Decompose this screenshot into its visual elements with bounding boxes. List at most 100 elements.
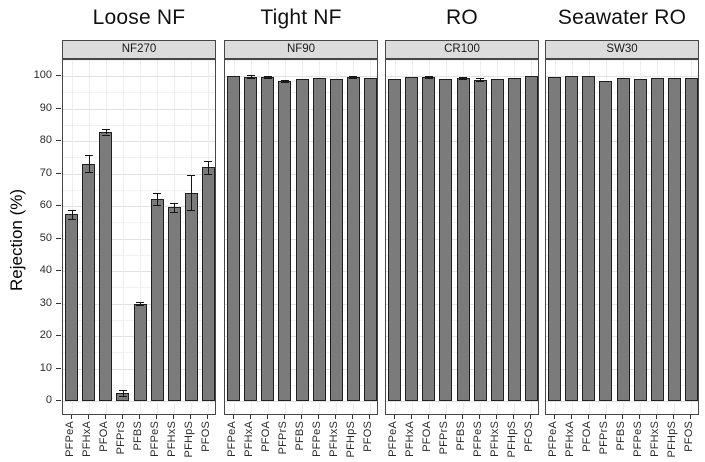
error-bar-cap [67, 219, 76, 220]
x-axis-label-PFPeS: PFPeS [632, 421, 645, 457]
bar-PFOS [363, 77, 377, 401]
y-tick-label: 70 [39, 166, 52, 179]
error-bar-cap [476, 80, 485, 82]
x-axis-label-PFOA: PFOA [259, 421, 272, 452]
x-axis-label-PFHpS: PFHpS [183, 421, 196, 458]
bar-PFHxS [167, 207, 181, 401]
bar-PFOS [684, 77, 698, 401]
y-tick-mark [56, 205, 61, 206]
gridline-major [225, 76, 377, 77]
x-axis-label-PFBS: PFBS [615, 421, 627, 451]
x-tick-mark [513, 415, 515, 419]
x-axis-label-PFBS: PFBS [294, 421, 306, 451]
x-tick-mark [352, 415, 354, 419]
bar-PFPeA [388, 78, 402, 401]
x-axis-label-PFHxS: PFHxS [328, 421, 341, 457]
gridline-vertical [122, 60, 124, 414]
x-axis-label-PFPrS: PFPrS [597, 421, 610, 455]
y-tick-label: 50 [39, 231, 52, 244]
error-bar-cap [187, 175, 196, 177]
error-bar-cap [118, 396, 127, 398]
error-bar-cap [424, 76, 433, 77]
x-tick-mark [318, 415, 320, 419]
error-bar-cap [459, 78, 467, 80]
x-axis-label-PFOS: PFOS [362, 421, 375, 452]
facet-title-NF270: Loose NF [92, 6, 186, 29]
x-tick-mark [369, 415, 371, 419]
y-tick-mark [56, 75, 61, 76]
y-tick-mark [56, 400, 61, 401]
y-tick-mark [56, 367, 61, 369]
gridline-minor [63, 189, 215, 191]
error-bar-cap [459, 76, 467, 78]
error-bar-cap [280, 79, 289, 81]
panel-CR100 [385, 59, 539, 415]
error-bar-cap [153, 205, 162, 207]
bar-PFHxS [650, 78, 664, 401]
y-tick-label: 30 [39, 296, 52, 309]
x-tick-mark [462, 415, 463, 419]
x-tick-mark [553, 415, 555, 419]
strip-label-NF90: NF90 [224, 40, 378, 59]
y-tick-label: 80 [39, 134, 52, 146]
y-tick-label: 40 [39, 264, 52, 276]
gridline-minor [386, 60, 538, 61]
gridline-minor [63, 254, 215, 256]
gridline-major [63, 141, 215, 142]
gridline-minor [225, 60, 377, 61]
error-bar-cap [67, 209, 76, 211]
error-bar-cap [84, 155, 93, 157]
bar-PFHxS [329, 78, 343, 401]
x-tick-mark [232, 415, 234, 419]
bar-PFHpS [184, 192, 198, 401]
x-tick-mark [207, 415, 209, 419]
bar-PFBS [456, 77, 470, 401]
x-axis-label-PFHxA: PFHxA [242, 421, 255, 457]
y-tick-label: 10 [39, 361, 52, 374]
x-tick-mark [266, 415, 268, 419]
error-bar-cap [246, 75, 255, 77]
x-axis-label-PFOS: PFOS [200, 421, 213, 452]
bar-PFHpS [667, 78, 681, 401]
panel-NF270 [62, 59, 216, 415]
x-axis-label-PFHxA: PFHxA [403, 421, 416, 457]
bar-PFHpS [346, 76, 360, 401]
error-bar-cap [204, 173, 213, 175]
gridline-major [63, 271, 215, 272]
y-tick-label: 60 [39, 199, 52, 211]
bar-PFBS [295, 78, 309, 401]
y-tick-mark [56, 335, 61, 336]
bar-PFPeS [633, 78, 647, 401]
x-axis-label-PFOS: PFOS [523, 421, 536, 452]
y-tick-mark [56, 237, 61, 239]
x-tick-mark [121, 415, 123, 419]
x-tick-mark [530, 415, 532, 419]
y-tick-label: 20 [39, 329, 52, 341]
gridline-minor [63, 222, 215, 224]
x-axis-label-PFOA: PFOA [97, 421, 110, 452]
bar-PFOS [524, 76, 538, 401]
x-tick-mark [283, 415, 285, 419]
error-bar-cap [153, 193, 162, 194]
bar-PFPrS [278, 80, 292, 401]
bar-PFPrS [599, 80, 613, 401]
x-axis-label-PFHxA: PFHxA [563, 421, 576, 457]
facet-title-NF90: Tight NF [260, 6, 342, 29]
bar-PFPrS [439, 78, 453, 401]
error-bar-cap [170, 211, 179, 213]
error-bar-cap [136, 301, 144, 303]
x-axis-label-PFPeA: PFPeA [386, 421, 399, 457]
bar-PFHxA [244, 76, 258, 401]
x-tick-mark [156, 415, 158, 419]
bar-PFBS [616, 77, 630, 401]
gridline-minor [63, 124, 215, 126]
gridline-minor [63, 92, 215, 94]
x-tick-mark [587, 415, 589, 419]
x-axis-label-PFPeA: PFPeA [225, 421, 238, 457]
x-tick-mark [70, 415, 72, 419]
error-bar-cap [84, 172, 93, 174]
gridline-major [225, 401, 377, 402]
x-axis-label-PFBS: PFBS [132, 421, 144, 451]
error-bar-cap [136, 305, 144, 307]
error-bar-cap [170, 203, 179, 205]
